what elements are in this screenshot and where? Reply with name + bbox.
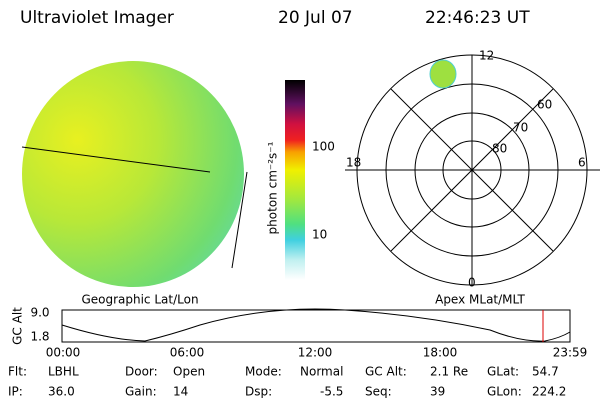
- footer-value: 54.7: [532, 365, 559, 379]
- footer-label: GLat:: [487, 365, 519, 379]
- mlt-label: 18: [346, 156, 361, 170]
- footer-value: Open: [173, 365, 205, 379]
- footer-label: Flt:: [8, 365, 27, 379]
- time: 22:46:23 UT: [425, 8, 530, 28]
- timeline-x-tick: 12:00: [298, 346, 333, 360]
- aurora-blob: [429, 59, 457, 89]
- mlt-label: 6: [578, 156, 586, 170]
- terminator-line: [21, 146, 211, 173]
- timeline-x-tick: 18:00: [423, 346, 458, 360]
- footer-label: Dsp:: [245, 385, 272, 399]
- footer-value: 14: [173, 385, 188, 399]
- colorbar-tick: 100: [312, 140, 335, 154]
- title: Ultraviolet Imager: [20, 8, 174, 28]
- footer-value: 39: [430, 385, 445, 399]
- footer-value: Normal: [300, 365, 343, 379]
- footer-label: Gain:: [125, 385, 157, 399]
- mlt-label: 12: [479, 49, 494, 63]
- footer-value: 224.2: [532, 385, 566, 399]
- timeline-y-tick: 9.0: [30, 306, 49, 320]
- footer-value: LBHL: [48, 365, 79, 379]
- lat-label: 70: [513, 121, 528, 135]
- earth-image: [22, 61, 244, 287]
- footer-label: GC Alt:: [365, 365, 407, 379]
- footer-value: 2.1 Re: [430, 365, 468, 379]
- footer-value: 36.0: [48, 385, 75, 399]
- date: 20 Jul 07: [278, 8, 353, 28]
- colorbar-tick: 10: [312, 228, 327, 242]
- colorbar-label: photon cm⁻²s⁻¹: [266, 141, 280, 234]
- footer-value: -5.5: [320, 385, 343, 399]
- polar-grid: [345, 54, 600, 286]
- timeline-x-tick: 00:00: [46, 346, 81, 360]
- lat-label: 60: [537, 98, 552, 112]
- map-label: Geographic Lat/Lon: [81, 293, 198, 307]
- footer-label: Door:: [125, 365, 158, 379]
- color-bar: [285, 80, 305, 280]
- timeline-box: [61, 309, 571, 343]
- footer-label: Seq:: [365, 385, 392, 399]
- timeline-y-label: GC Alt: [11, 307, 25, 345]
- limb-line: [231, 171, 248, 269]
- footer-label: IP:: [8, 385, 23, 399]
- footer-label: Mode:: [245, 365, 282, 379]
- mlt-label: 0: [468, 276, 476, 290]
- timeline-x-tick: 06:00: [170, 346, 205, 360]
- timeline-x-tick: 23:59: [553, 346, 588, 360]
- altitude-curve: [61, 308, 571, 342]
- timeline-y-tick: 1.8: [30, 330, 49, 344]
- footer-label: GLon:: [487, 385, 522, 399]
- lat-label: 80: [492, 142, 507, 156]
- polar-label: Apex MLat/MLT: [435, 293, 525, 307]
